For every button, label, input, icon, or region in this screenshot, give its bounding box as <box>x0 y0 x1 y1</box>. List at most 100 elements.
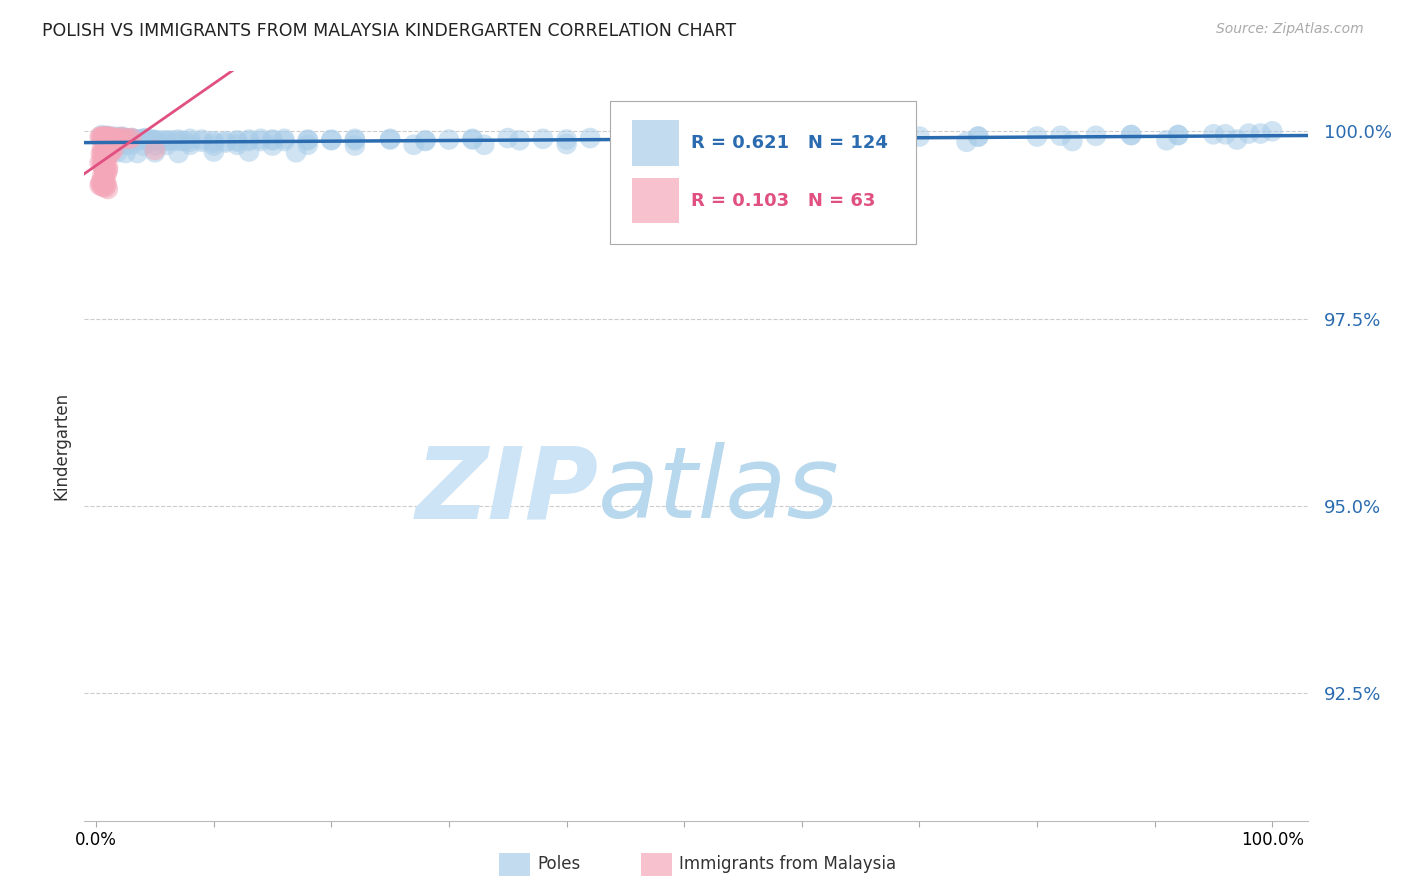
Point <box>143 145 166 160</box>
Text: Immigrants from Malaysia: Immigrants from Malaysia <box>679 855 896 873</box>
Point <box>1261 124 1284 138</box>
Point <box>343 132 366 146</box>
Point <box>101 131 124 145</box>
Point <box>156 133 179 147</box>
Point <box>93 145 115 160</box>
Point <box>614 132 637 146</box>
Point <box>531 132 554 146</box>
Point <box>103 130 125 145</box>
Point <box>415 134 437 148</box>
Point <box>731 131 754 145</box>
Point <box>1121 128 1143 142</box>
Point <box>132 138 155 153</box>
Point <box>437 132 460 146</box>
Text: Source: ZipAtlas.com: Source: ZipAtlas.com <box>1216 22 1364 37</box>
Point <box>91 179 114 194</box>
Text: ZIP: ZIP <box>415 442 598 540</box>
Point <box>135 131 157 145</box>
Point <box>143 143 166 157</box>
Point <box>103 132 125 146</box>
Point <box>100 146 122 161</box>
Point <box>179 137 201 152</box>
Point <box>673 132 696 146</box>
Point <box>120 131 142 145</box>
Point <box>402 137 425 152</box>
Point <box>97 161 120 175</box>
Point <box>673 132 696 146</box>
Point <box>214 136 236 150</box>
Point <box>114 137 136 152</box>
Point <box>884 130 907 145</box>
Point <box>1026 129 1049 144</box>
Point <box>98 130 121 145</box>
Point <box>105 131 128 145</box>
Point <box>226 133 249 147</box>
Point <box>108 130 131 145</box>
Point <box>94 180 117 194</box>
Point <box>167 146 190 161</box>
Point <box>91 146 114 161</box>
Point <box>297 137 319 152</box>
Point <box>108 131 131 145</box>
Point <box>108 132 131 146</box>
Point <box>127 146 149 161</box>
Point <box>1237 127 1260 141</box>
Point <box>96 178 118 192</box>
Point <box>179 132 201 146</box>
Point <box>167 134 190 148</box>
Point <box>162 133 184 147</box>
Point <box>94 159 117 173</box>
Point <box>120 137 142 152</box>
Point <box>1062 134 1084 148</box>
Point <box>297 132 319 146</box>
Point <box>908 129 931 144</box>
Point <box>91 158 114 172</box>
Point <box>90 146 112 161</box>
Text: R = 0.103   N = 63: R = 0.103 N = 63 <box>692 192 876 210</box>
Point <box>91 156 114 170</box>
Point <box>191 132 214 146</box>
Point <box>226 137 249 152</box>
Point <box>1226 132 1249 146</box>
Point <box>849 136 872 150</box>
Point <box>1084 128 1107 143</box>
Point <box>118 132 141 146</box>
Point <box>167 132 190 146</box>
Point <box>96 146 118 161</box>
Point <box>93 177 115 191</box>
Point <box>191 135 214 149</box>
Point <box>273 134 295 148</box>
Point <box>91 179 114 194</box>
Point <box>91 161 114 176</box>
Point <box>89 178 111 193</box>
Point <box>202 145 225 159</box>
Point <box>472 137 495 152</box>
Point <box>849 130 872 145</box>
Point <box>132 132 155 146</box>
Point <box>91 129 114 144</box>
Point <box>202 134 225 148</box>
Point <box>461 132 484 146</box>
Point <box>380 132 402 146</box>
Point <box>579 131 602 145</box>
Text: atlas: atlas <box>598 442 839 540</box>
Y-axis label: Kindergarten: Kindergarten <box>52 392 70 500</box>
Point <box>273 132 295 146</box>
Point <box>94 174 117 188</box>
Point <box>285 145 308 160</box>
Point <box>297 133 319 147</box>
Point <box>143 138 166 153</box>
Point <box>249 132 271 146</box>
Point <box>262 138 284 153</box>
Text: R = 0.621   N = 124: R = 0.621 N = 124 <box>692 134 889 153</box>
Point <box>509 133 531 147</box>
Point <box>238 145 260 159</box>
Point <box>114 132 136 146</box>
Point <box>108 136 131 151</box>
Point <box>650 136 672 151</box>
Point <box>1167 128 1189 142</box>
Point <box>98 131 121 145</box>
Point <box>91 177 114 191</box>
Point <box>90 176 112 190</box>
Point <box>114 131 136 145</box>
